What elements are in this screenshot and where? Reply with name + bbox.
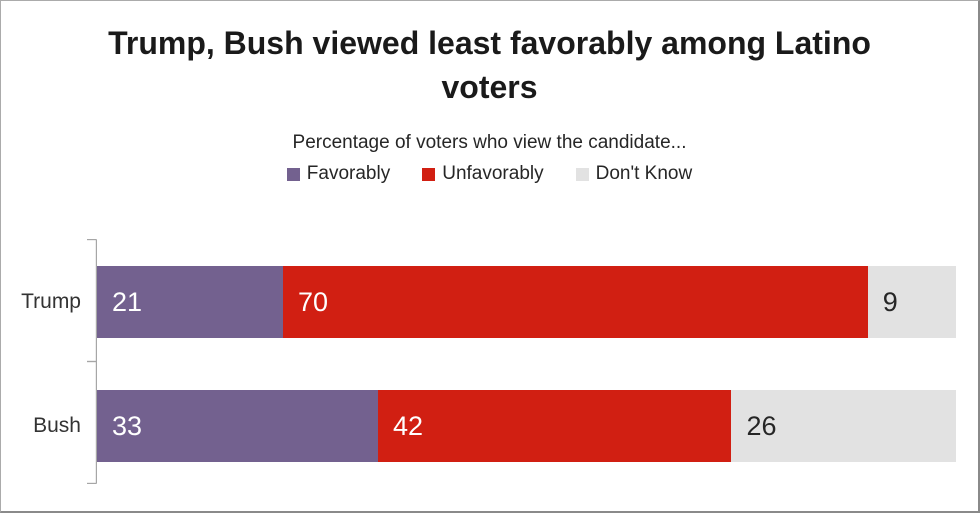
chart-subtitle: Percentage of voters who view the candid… — [292, 132, 687, 153]
value-label-bush-don-t-know: 26 — [746, 410, 777, 441]
value-label-bush-unfavorably: 42 — [392, 410, 423, 441]
legend-swatch-favorably — [286, 167, 300, 181]
chart-title-text: Trump, Bush viewed least favorably among… — [108, 25, 871, 105]
bar-row-trump: 21 70 9 — [97, 266, 956, 338]
bar-segment-trump-favorably: 21 — [97, 266, 283, 338]
value-label-trump-favorably: 21 — [112, 286, 143, 317]
category-label-trump: Trump — [21, 290, 81, 313]
value-label-trump-unfavorably: 70 — [297, 286, 328, 317]
legend-item-unfavorably: Unfavorably — [422, 163, 544, 185]
bar-segment-trump-don-t-know: 9 — [867, 266, 956, 338]
bar-segment-bush-favorably: 33 — [97, 390, 378, 462]
y-axis-bracket — [87, 239, 97, 484]
bar-segment-bush-unfavorably: 42 — [377, 390, 732, 462]
chart-title: Trump, Bush viewed least favorably among… — [1, 21, 978, 109]
legend-item-don-t-know: Don't Know — [575, 163, 693, 185]
value-label-bush-favorably: 33 — [112, 410, 143, 441]
category-label-bush: Bush — [33, 414, 81, 437]
legend-label-unfavorably: Unfavorably — [442, 163, 544, 184]
value-label-trump-don-t-know: 9 — [882, 286, 898, 317]
legend-label-don-t-know: Don't Know — [595, 163, 693, 184]
bar-segment-bush-don-t-know: 26 — [731, 390, 956, 462]
legend-label-favorably: Favorably — [306, 163, 391, 184]
legend-swatch-don-t-know — [575, 167, 589, 181]
chart-legend: Favorably Unfavorably Don't Know — [1, 163, 978, 185]
chart-area: Trump 21 70 9 Bush 33 42 26 — [1, 239, 978, 484]
bar-row-bush: 33 42 26 — [97, 390, 956, 462]
legend-item-favorably: Favorably — [286, 163, 391, 185]
bar-segment-trump-unfavorably: 70 — [282, 266, 868, 338]
legend-swatch-unfavorably — [422, 167, 436, 181]
